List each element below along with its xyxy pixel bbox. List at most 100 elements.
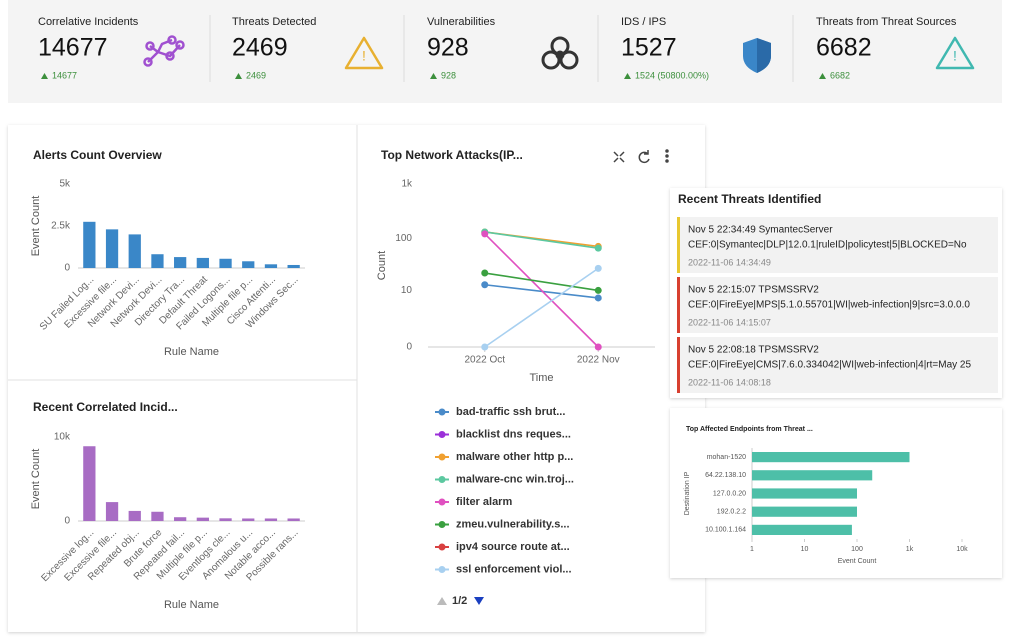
bar bbox=[242, 261, 255, 268]
x-tick-label: 1k bbox=[906, 546, 914, 553]
legend-marker bbox=[438, 566, 446, 573]
bar bbox=[105, 229, 119, 268]
legend-label[interactable]: ipv4 source route at... bbox=[456, 541, 570, 553]
legend-label[interactable]: bad-traffic ssh brut... bbox=[456, 406, 565, 418]
kpi-value: 14677 bbox=[38, 34, 108, 62]
bar bbox=[128, 234, 141, 268]
bar bbox=[83, 221, 96, 268]
widget-toolbar[interactable] bbox=[613, 149, 669, 164]
point bbox=[481, 343, 489, 351]
bar bbox=[128, 510, 141, 521]
x-axis-title: Rule Name bbox=[164, 346, 219, 358]
chart-title: Top Affected Endpoints from Threat ... bbox=[686, 426, 813, 433]
y-tick-label: 192.0.2.2 bbox=[717, 509, 746, 516]
legend-label[interactable]: filter alarm bbox=[456, 496, 512, 508]
bar bbox=[242, 518, 255, 521]
threat-header: Nov 5 22:34:49 SymantecServer bbox=[688, 225, 833, 236]
y-tick-label: 10k bbox=[54, 432, 71, 443]
bar bbox=[219, 258, 232, 268]
x-tick-label: 10 bbox=[801, 546, 809, 553]
icon-network bbox=[143, 35, 185, 67]
y-axis-title: Event Count bbox=[30, 449, 42, 510]
point bbox=[594, 244, 602, 252]
legend-marker bbox=[438, 453, 446, 461]
x-tick-label: 1 bbox=[750, 546, 754, 553]
legend-label[interactable]: malware-cnc win.troj... bbox=[456, 473, 574, 485]
y-tick-label: 2.5k bbox=[51, 221, 71, 232]
legend-label[interactable]: zmeu.vulnerability.s... bbox=[456, 518, 570, 530]
y-tick-label: 1k bbox=[401, 179, 413, 190]
x-axis-title: Event Count bbox=[838, 558, 877, 565]
threat-severity bbox=[677, 217, 680, 273]
legend-marker bbox=[438, 431, 446, 438]
pager-next[interactable] bbox=[474, 597, 484, 605]
x-tick-label: 100 bbox=[851, 546, 863, 553]
threat-item bbox=[677, 277, 998, 333]
bar bbox=[151, 254, 164, 268]
icon-warning: ! bbox=[344, 36, 384, 70]
kpi-trend-icon bbox=[624, 73, 631, 79]
y-tick-label: 10.100.1.164 bbox=[705, 527, 746, 534]
kpi-value: 2469 bbox=[232, 34, 288, 62]
series-line bbox=[484, 272, 599, 292]
pager-label: 1/2 bbox=[452, 595, 467, 607]
x-axis-title: Time bbox=[529, 372, 553, 384]
legend-marker bbox=[438, 476, 446, 483]
point bbox=[594, 264, 602, 272]
legend-label[interactable]: blacklist dns reques... bbox=[456, 428, 571, 440]
threat-message: CEF:0|Symantec|DLP|12.0.1|ruleID|policyt… bbox=[688, 240, 967, 251]
chart-title: Recent Correlated Incid... bbox=[33, 400, 178, 414]
kpi-title: Correlative Incidents bbox=[38, 16, 139, 28]
y-tick-label: 0 bbox=[64, 516, 70, 527]
chart-title: Alerts Count Overview bbox=[33, 148, 162, 162]
y-tick-label: 100 bbox=[395, 233, 412, 244]
bar bbox=[752, 488, 857, 499]
bar bbox=[219, 518, 232, 521]
threat-item bbox=[677, 337, 998, 393]
bar bbox=[752, 506, 857, 517]
bar bbox=[174, 517, 187, 521]
threat-item bbox=[677, 217, 998, 273]
point bbox=[594, 343, 602, 351]
bar bbox=[287, 518, 300, 521]
legend-label[interactable]: malware other http p... bbox=[456, 451, 573, 463]
kpi-delta: 1524 (50800.00%) bbox=[635, 70, 709, 80]
y-tick-label: mohan-1520 bbox=[707, 454, 746, 461]
kpi-trend-icon bbox=[430, 73, 437, 79]
chart-title: Top Network Attacks(IP... bbox=[381, 148, 523, 162]
point bbox=[481, 269, 489, 277]
panel-title: Recent Threats Identified bbox=[678, 192, 821, 206]
threat-header: Nov 5 22:15:07 TPSMSSRV2 bbox=[688, 285, 819, 296]
legend-marker bbox=[438, 408, 446, 416]
x-tick-label: 10k bbox=[956, 546, 968, 553]
threat-severity bbox=[677, 277, 680, 333]
bar bbox=[752, 470, 873, 481]
bar bbox=[151, 511, 164, 521]
threat-message: CEF:0|FireEye|MPS|5.1.0.55701|WI|web-inf… bbox=[688, 300, 970, 311]
pager-prev[interactable] bbox=[437, 597, 447, 605]
kpi-title: Threats from Threat Sources bbox=[816, 16, 957, 28]
y-axis-title: Count bbox=[376, 251, 388, 280]
threat-severity bbox=[677, 337, 680, 393]
bar bbox=[287, 264, 300, 268]
bar bbox=[752, 452, 910, 463]
threat-time: 2022-11-06 14:15:07 bbox=[688, 317, 771, 327]
point bbox=[481, 281, 489, 289]
legend-marker bbox=[438, 543, 446, 551]
legend-label[interactable]: ssl enforcement viol... bbox=[456, 563, 572, 575]
icon-warning-teal: ! bbox=[935, 36, 975, 70]
bar bbox=[264, 518, 278, 521]
bar bbox=[196, 257, 209, 268]
kpi-delta: 14677 bbox=[52, 70, 77, 80]
y-tick-label: 10 bbox=[401, 285, 413, 296]
x-tick-label: 2022 Nov bbox=[577, 355, 620, 366]
point bbox=[594, 294, 602, 302]
bar bbox=[264, 264, 278, 268]
threat-header: Nov 5 22:08:18 TPSMSSRV2 bbox=[688, 345, 819, 356]
y-axis-title: Event Count bbox=[30, 196, 42, 257]
kpi-value: 6682 bbox=[816, 34, 872, 62]
kpi-title: Vulnerabilities bbox=[427, 16, 496, 28]
kpi-dividers bbox=[209, 15, 794, 82]
series-line bbox=[484, 267, 599, 348]
